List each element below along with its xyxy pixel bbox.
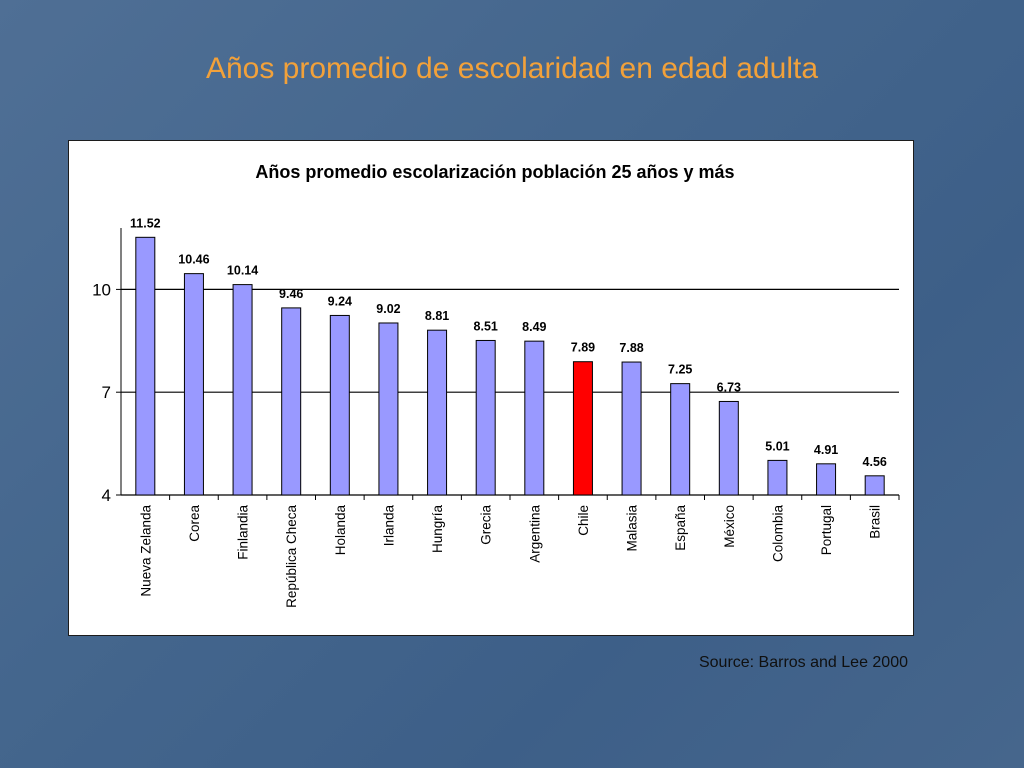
data-label: 9.24: [328, 294, 352, 308]
bar: [475, 339, 496, 496]
bar: [767, 459, 788, 496]
data-label: 11.52: [130, 216, 161, 230]
data-label: 9.46: [279, 287, 303, 301]
y-tick-label: 10: [92, 280, 111, 299]
category-label: Holanda: [333, 505, 348, 556]
data-label: 9.02: [376, 302, 400, 316]
category-label: Irlanda: [381, 505, 396, 547]
category-label: Argentina: [527, 505, 542, 563]
bar: [670, 383, 691, 496]
category-label: Colombia: [770, 505, 785, 563]
category-label: Malasia: [625, 505, 640, 552]
source-note: Source: Barros and Lee 2000: [698, 654, 908, 671]
category-label: Grecia: [479, 505, 494, 545]
category-label: Nueva Zelanda: [138, 505, 153, 597]
bar: [183, 273, 204, 496]
data-label: 7.25: [668, 363, 692, 377]
slide-title: Años promedio de escolaridad en edad adu…: [205, 52, 819, 85]
category-label: Corea: [187, 505, 202, 542]
chart-panel: Años promedio escolarización población 2…: [68, 140, 914, 636]
bar: [329, 314, 350, 496]
data-label: 8.81: [425, 309, 449, 323]
chart-title: Años promedio escolarización población 2…: [255, 162, 734, 182]
bar-chart: Años promedio escolarización población 2…: [92, 162, 900, 608]
data-label: 8.51: [474, 319, 498, 333]
category-label: Brasil: [868, 505, 883, 539]
data-label: 10.14: [227, 264, 258, 278]
data-label: 7.88: [619, 341, 643, 355]
data-label: 4.56: [863, 455, 887, 469]
data-label: 5.01: [765, 439, 789, 453]
data-label: 4.91: [814, 443, 838, 457]
data-label: 8.49: [522, 320, 546, 334]
bar: [864, 475, 885, 496]
category-label: Portugal: [819, 505, 834, 555]
bar: [135, 236, 156, 496]
bar: [572, 361, 593, 496]
data-label: 7.89: [571, 341, 595, 355]
bar: [621, 361, 642, 496]
category-label: Chile: [576, 505, 591, 536]
bar: [816, 463, 837, 496]
category-label: República Checa: [284, 505, 299, 608]
data-label: 10.46: [178, 253, 209, 267]
y-tick-label: 4: [102, 486, 111, 505]
bar: [427, 329, 448, 496]
category-label: Hungría: [430, 505, 445, 554]
data-label: 6.73: [717, 380, 741, 394]
bar: [378, 322, 399, 496]
y-tick-label: 7: [102, 383, 111, 402]
bar: [281, 307, 302, 496]
category-label: España: [673, 505, 688, 551]
bar: [524, 340, 545, 496]
bar: [718, 400, 739, 496]
bar: [232, 284, 253, 496]
category-label: Finlandia: [236, 505, 251, 560]
category-label: México: [722, 505, 737, 548]
